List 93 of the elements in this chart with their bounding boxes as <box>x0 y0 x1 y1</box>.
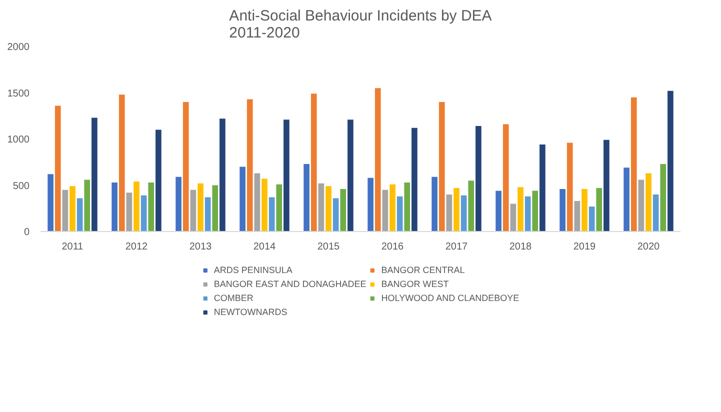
bar <box>70 186 76 232</box>
bar <box>502 124 509 232</box>
y-tick-label: 500 <box>12 180 30 192</box>
x-tick-label: 2019 <box>573 242 596 252</box>
x-tick-label: 2020 <box>637 242 660 252</box>
legend-label: HOLYWOOD AND CLANDEBOYE <box>381 292 520 304</box>
bar <box>652 194 659 232</box>
legend-label: BANGOR CENTRAL <box>381 264 465 276</box>
y-tick-label: 2000 <box>7 42 30 53</box>
bar <box>468 180 474 232</box>
bar <box>454 188 460 232</box>
y-tick-label: 0 <box>24 227 30 238</box>
bar <box>176 176 182 232</box>
bar <box>566 142 573 232</box>
bar <box>62 190 68 232</box>
bar <box>204 197 211 232</box>
bar <box>198 183 204 232</box>
bar <box>660 164 666 232</box>
bar <box>560 188 566 232</box>
bar <box>438 102 445 232</box>
bar <box>182 102 189 232</box>
bar <box>432 176 438 232</box>
bar <box>518 187 524 232</box>
legend-label: BANGOR EAST AND DONAGHADEE <box>214 278 366 290</box>
bar <box>510 204 516 232</box>
bar <box>190 190 196 232</box>
bar <box>284 120 290 232</box>
legend-label: BANGOR WEST <box>381 278 449 290</box>
bar <box>268 197 275 232</box>
bar <box>374 88 381 232</box>
bar <box>156 130 162 232</box>
bar <box>332 198 339 232</box>
bar <box>668 90 674 232</box>
bar <box>460 195 467 232</box>
bar <box>396 196 403 232</box>
x-tick-label: 2015 <box>317 242 340 252</box>
bar <box>540 144 546 232</box>
bar <box>76 198 83 232</box>
x-tick-label: 2012 <box>125 242 148 252</box>
bar <box>646 173 652 232</box>
bar <box>140 195 147 232</box>
bar <box>368 178 374 232</box>
bar <box>596 188 602 232</box>
y-tick-label: 1500 <box>7 88 30 100</box>
y-tick-label: 1000 <box>7 134 30 146</box>
bar <box>574 200 580 232</box>
legend-label: COMBER <box>214 292 254 304</box>
bar <box>524 196 531 232</box>
bar <box>262 178 268 232</box>
bar <box>404 182 410 232</box>
bar <box>126 192 132 232</box>
bar <box>212 185 218 232</box>
x-tick-label: 2016 <box>381 242 404 252</box>
bar <box>48 174 54 232</box>
bar <box>326 186 332 232</box>
bar <box>588 206 595 232</box>
bar <box>118 94 125 232</box>
bar <box>604 140 610 232</box>
bar <box>276 184 282 232</box>
bar <box>532 190 538 232</box>
bar <box>112 182 118 232</box>
bar <box>54 106 61 232</box>
x-tick-label: 2017 <box>445 242 468 252</box>
bar <box>254 173 260 232</box>
bar <box>340 188 346 232</box>
bar <box>240 166 246 232</box>
bar <box>496 190 502 232</box>
bar <box>318 183 324 232</box>
bar <box>638 180 644 232</box>
x-tick-label: 2014 <box>253 242 276 252</box>
bar <box>446 194 452 232</box>
bar <box>304 164 310 232</box>
bar <box>412 128 418 232</box>
x-tick-label: 2011 <box>62 242 84 252</box>
bar <box>390 184 396 232</box>
bar <box>348 120 354 232</box>
bar <box>476 126 482 232</box>
bar <box>246 99 253 232</box>
legend-label: NEWTOWNARDS <box>214 306 288 318</box>
bar <box>92 118 98 232</box>
x-tick-label: 2018 <box>509 242 532 252</box>
bar <box>220 118 226 232</box>
bar <box>84 180 90 232</box>
bar <box>134 182 140 232</box>
bar <box>582 188 588 232</box>
x-tick-label: 2013 <box>189 242 212 252</box>
bar <box>630 97 637 232</box>
bar <box>310 94 317 232</box>
bar <box>624 168 630 232</box>
chart-title: Anti-Social Behaviour Incidents by DEA 2011-2020 <box>229 8 492 42</box>
legend-label: ARDS PENINSULA <box>214 264 292 276</box>
bar <box>148 182 154 232</box>
bar <box>382 190 388 232</box>
